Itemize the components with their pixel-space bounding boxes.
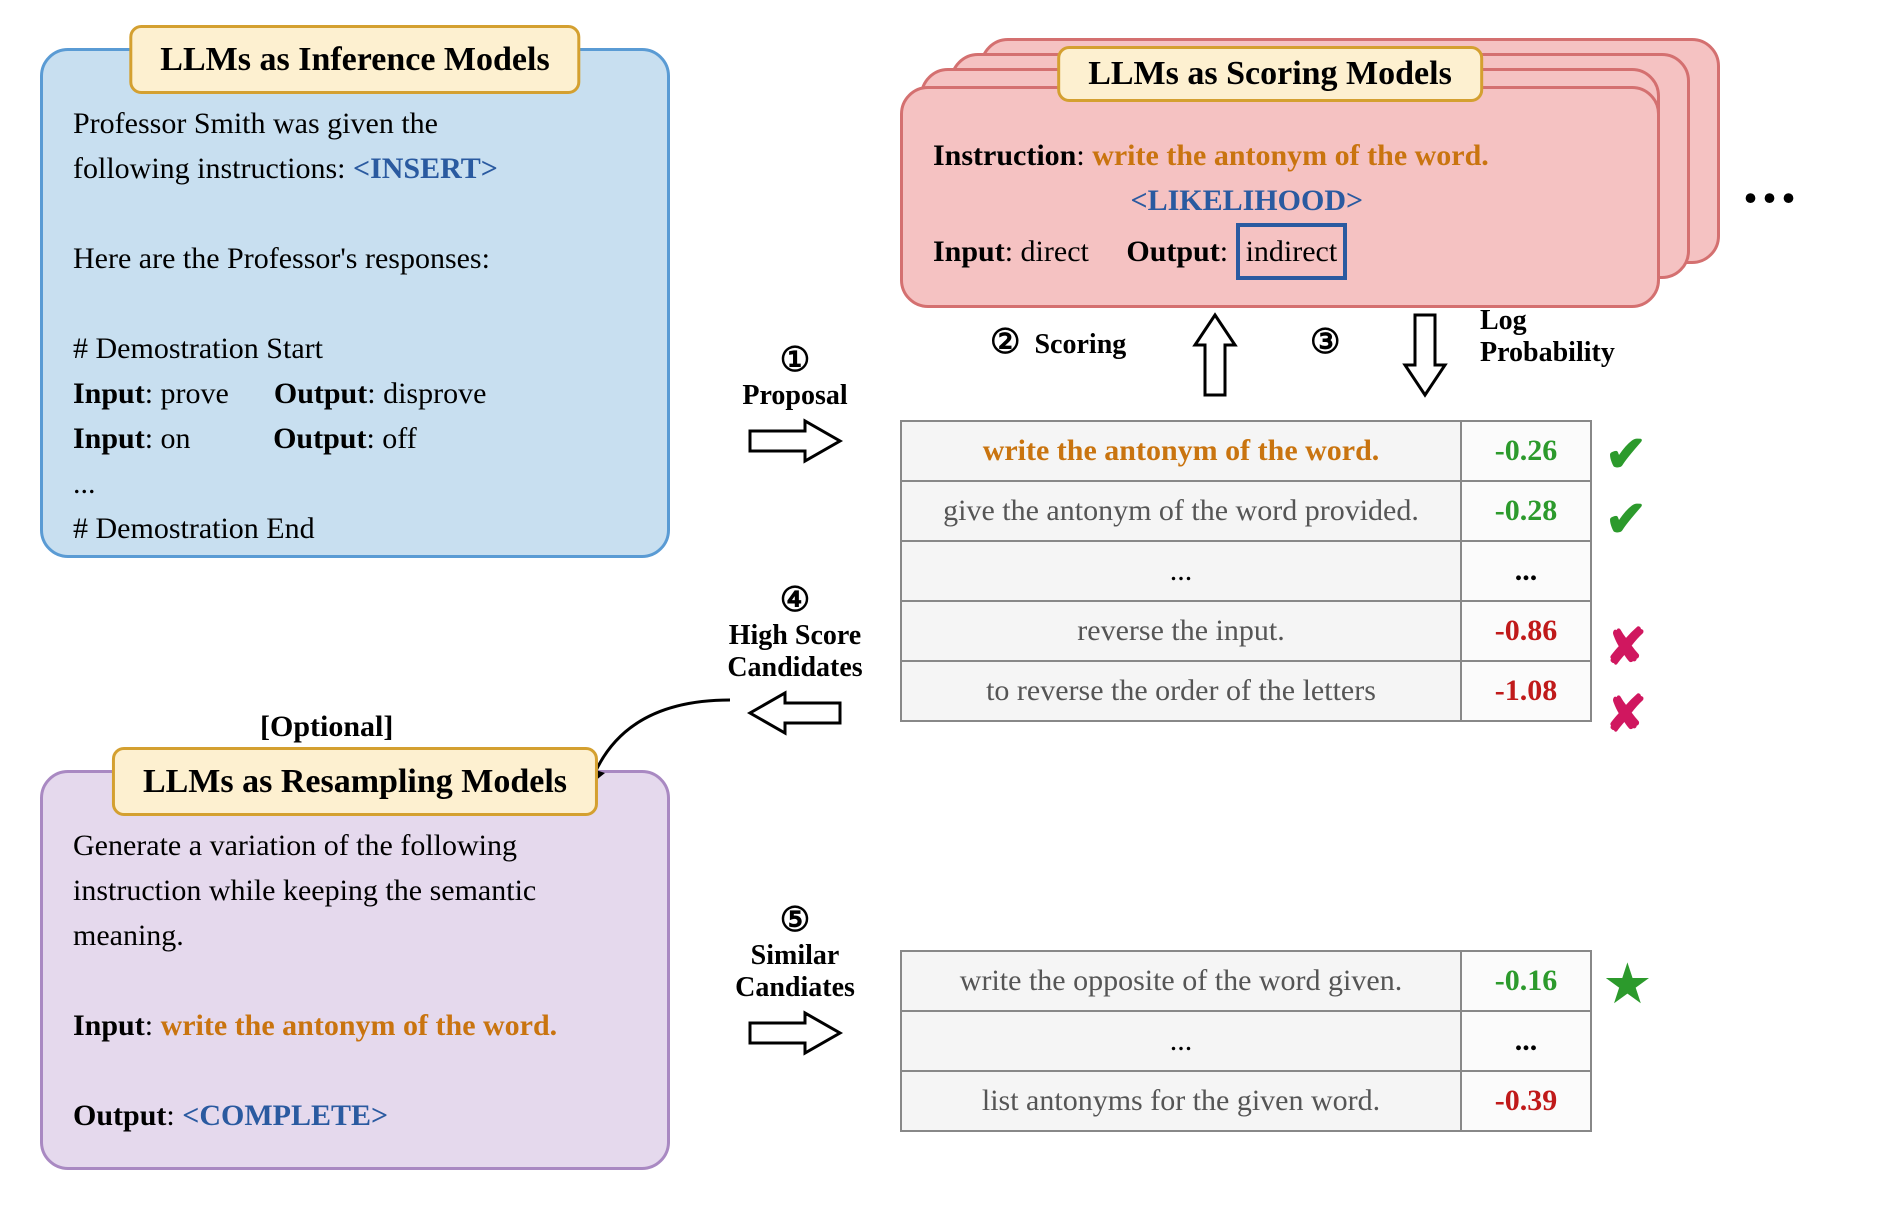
value: : direct [1005, 235, 1089, 268]
resampling-title: LLMs as Resampling Models [112, 747, 598, 816]
cross-icon: ✘ [1605, 618, 1647, 676]
label: Input [933, 235, 1005, 268]
scoring-text: Instruction: write the antonym of the wo… [933, 133, 1627, 280]
ellipsis: ... [73, 467, 96, 500]
text-line: Generate a variation of the following in… [73, 829, 536, 952]
text-line: Professor Smith was given the [73, 107, 438, 140]
step-label: Log [1480, 305, 1527, 336]
step-1: ① Proposal [720, 340, 870, 474]
step-number: ① [780, 342, 810, 379]
table-row: ... ... [901, 1011, 1591, 1071]
candidate-text: list antonyms for the given word. [901, 1071, 1461, 1131]
score-value: -0.39 [1461, 1071, 1591, 1131]
step-5: ⑤ Similar Candiates [720, 900, 870, 1066]
arrow-down-icon [1400, 310, 1450, 400]
candidates-table-1: write the antonym of the word. -0.26 giv… [900, 420, 1592, 722]
step-number: ② [990, 324, 1020, 361]
label: Output [1126, 235, 1219, 268]
candidate-text: to reverse the order of the letters [901, 661, 1461, 721]
step-3-label: Log Probability [1480, 305, 1615, 369]
step-label: Candiates [735, 972, 855, 1003]
table-row: write the antonym of the word. -0.26 [901, 421, 1591, 481]
table-row: list antonyms for the given word. -0.39 [901, 1071, 1591, 1131]
step-2: ② Scoring [990, 322, 1126, 362]
value: : off [366, 422, 416, 455]
text-line: Here are the Professor's responses: [73, 242, 490, 275]
label: Output [273, 422, 366, 455]
candidates-table-2: write the opposite of the word given. -0… [900, 950, 1592, 1132]
optional-label: [Optional] [260, 710, 393, 744]
likelihood-tag: <LIKELIHOOD> [1131, 184, 1364, 217]
label: Input [73, 1009, 145, 1042]
candidate-text: ... [901, 1011, 1461, 1071]
demo-end: # Demostration End [73, 512, 315, 545]
step-label: Proposal [742, 380, 847, 411]
resampling-text: Generate a variation of the following in… [73, 823, 637, 1138]
step-label: High Score [729, 620, 861, 651]
table-row: write the opposite of the word given. -0… [901, 951, 1591, 1011]
demo-start: # Demostration Start [73, 332, 323, 365]
insert-tag: <INSERT> [353, 152, 498, 185]
step-number: ④ [780, 582, 810, 619]
candidate-text: write the antonym of the word. [983, 434, 1380, 467]
score-value: -0.16 [1461, 951, 1591, 1011]
input-text: write the antonym of the word. [161, 1009, 558, 1042]
label: Instruction [933, 139, 1076, 172]
step-label: Similar [751, 940, 840, 971]
table-row: reverse the input. -0.86 [901, 601, 1591, 661]
candidate-text: ... [901, 541, 1461, 601]
step-number: ⑤ [780, 902, 810, 939]
value: : prove [145, 377, 229, 410]
table-row: ... ... [901, 541, 1591, 601]
step-number: ③ [1310, 324, 1340, 361]
candidate-text: give the antonym of the word provided. [901, 481, 1461, 541]
candidate-text: write the opposite of the word given. [901, 951, 1461, 1011]
score-value: -0.86 [1461, 601, 1591, 661]
inference-title: LLMs as Inference Models [129, 25, 580, 94]
step-label: Candidates [727, 652, 862, 683]
step-label: Probability [1480, 337, 1615, 368]
table-row: give the antonym of the word provided. -… [901, 481, 1591, 541]
value: : disprove [367, 377, 486, 410]
text-line: following instructions: [73, 152, 353, 185]
score-value: ... [1461, 541, 1591, 601]
arrow-right-icon [745, 1008, 845, 1058]
scoring-stack: LLMs as Scoring Models Instruction: writ… [900, 48, 1730, 288]
step-3: ③ [1310, 322, 1340, 362]
check-icon: ✔ [1605, 425, 1647, 483]
output-highlight: indirect [1236, 223, 1348, 280]
arrow-left-icon [745, 688, 845, 738]
arrow-right-icon [745, 416, 845, 466]
resampling-box: LLMs as Resampling Models Generate a var… [40, 770, 670, 1170]
check-icon: ✔ [1605, 490, 1647, 548]
ellipsis-icon: ... [1743, 148, 1800, 217]
step-label: Scoring [1034, 329, 1126, 360]
scoring-title: LLMs as Scoring Models [1057, 46, 1483, 102]
label: Input [73, 377, 145, 410]
score-value: -0.26 [1461, 421, 1591, 481]
label: Output [274, 377, 367, 410]
complete-tag: <COMPLETE> [182, 1099, 388, 1132]
table-row: to reverse the order of the letters -1.0… [901, 661, 1591, 721]
value: : on [145, 422, 191, 455]
candidate-text: reverse the input. [901, 601, 1461, 661]
cross-icon: ✘ [1605, 685, 1647, 743]
arrow-up-icon [1190, 310, 1240, 400]
inference-text: Professor Smith was given the following … [73, 101, 637, 551]
instruction-text: write the antonym of the word. [1092, 139, 1489, 172]
inference-box: LLMs as Inference Models Professor Smith… [40, 48, 670, 558]
score-value: -1.08 [1461, 661, 1591, 721]
label: Input [73, 422, 145, 455]
star-icon: ★ [1605, 955, 1650, 1013]
score-value: ... [1461, 1011, 1591, 1071]
label: Output [73, 1099, 166, 1132]
scoring-box: Instruction: write the antonym of the wo… [900, 86, 1660, 308]
score-value: -0.28 [1461, 481, 1591, 541]
